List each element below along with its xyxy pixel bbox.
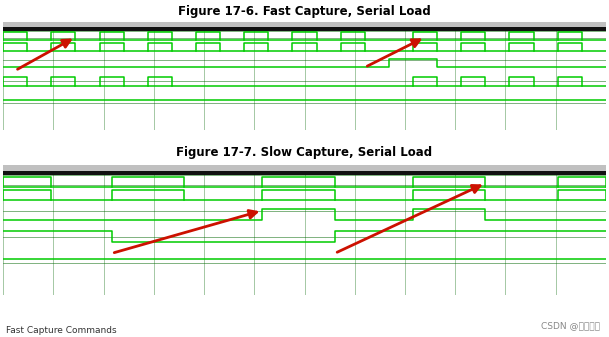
Bar: [3, 171, 606, 175]
Bar: [3, 22, 606, 27]
Bar: [3, 165, 606, 171]
Text: Figure 17-6. Fast Capture, Serial Load: Figure 17-6. Fast Capture, Serial Load: [178, 5, 431, 19]
Text: CSDN @华子闲嘴: CSDN @华子闲嘴: [541, 321, 600, 330]
Text: Fast Capture Commands: Fast Capture Commands: [6, 326, 117, 335]
Text: Figure 17-7. Slow Capture, Serial Load: Figure 17-7. Slow Capture, Serial Load: [177, 146, 432, 159]
Bar: [3, 27, 606, 31]
